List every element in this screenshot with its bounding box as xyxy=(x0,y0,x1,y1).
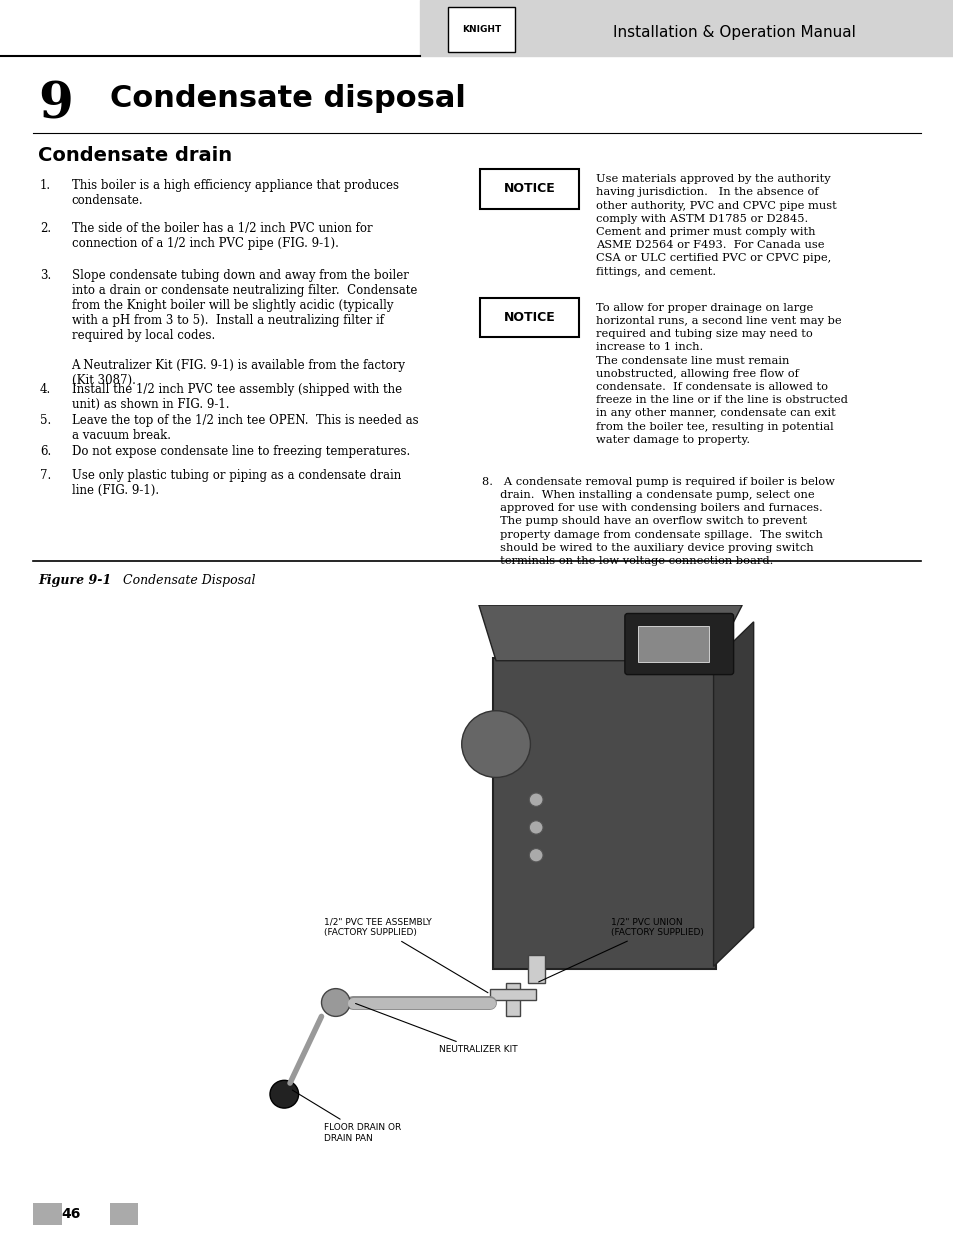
Text: 1/2" PVC UNION
(FACTORY SUPPLIED): 1/2" PVC UNION (FACTORY SUPPLIED) xyxy=(538,918,702,982)
Text: Installation & Operation Manual: Installation & Operation Manual xyxy=(613,25,855,40)
Circle shape xyxy=(461,710,530,778)
Circle shape xyxy=(529,793,542,806)
Text: The condensate line must remain
unobstructed, allowing free flow of
condensate. : The condensate line must remain unobstru… xyxy=(596,356,847,445)
Polygon shape xyxy=(478,605,741,661)
Circle shape xyxy=(529,848,542,862)
Bar xyxy=(110,1203,138,1225)
Text: 8.   A condensate removal pump is required if boiler is below
     drain.  When : 8. A condensate removal pump is required… xyxy=(481,477,834,566)
Text: NEUTRALIZER KIT: NEUTRALIZER KIT xyxy=(355,1004,517,1055)
Text: To allow for proper drainage on large
horizontal runs, a second line vent may be: To allow for proper drainage on large ho… xyxy=(596,303,841,352)
Text: NOTICE: NOTICE xyxy=(503,183,555,195)
Circle shape xyxy=(270,1081,298,1108)
Text: 9: 9 xyxy=(38,80,72,130)
Text: Condensate Disposal: Condensate Disposal xyxy=(119,574,255,588)
Text: 5.: 5. xyxy=(40,414,51,427)
Ellipse shape xyxy=(321,988,350,1016)
Text: 1.: 1. xyxy=(40,179,51,193)
Bar xyxy=(506,983,519,1016)
FancyBboxPatch shape xyxy=(624,614,733,674)
Text: 4.: 4. xyxy=(40,383,51,396)
Text: Figure 9-1: Figure 9-1 xyxy=(38,574,112,588)
Bar xyxy=(448,7,515,52)
Text: Install the 1/2 inch PVC tee assembly (shipped with the
unit) as shown in FIG. 9: Install the 1/2 inch PVC tee assembly (s… xyxy=(71,383,401,411)
Text: Do not expose condensate line to freezing temperatures.: Do not expose condensate line to freezin… xyxy=(71,445,410,458)
Bar xyxy=(527,956,544,983)
Text: NOTICE: NOTICE xyxy=(503,311,555,324)
FancyBboxPatch shape xyxy=(479,169,578,209)
FancyBboxPatch shape xyxy=(493,658,716,969)
Text: This boiler is a high efficiency appliance that produces
condensate.: This boiler is a high efficiency applian… xyxy=(71,179,398,207)
Text: 2.: 2. xyxy=(40,222,51,236)
Text: Use materials approved by the authority
having jurisdiction.   In the absence of: Use materials approved by the authority … xyxy=(596,174,836,277)
Text: 46: 46 xyxy=(62,1207,81,1221)
Text: KNIGHT: KNIGHT xyxy=(461,25,501,35)
Text: Slope condensate tubing down and away from the boiler
into a drain or condensate: Slope condensate tubing down and away fr… xyxy=(71,269,416,388)
Text: Use only plastic tubing or piping as a condensate drain
line (FIG. 9-1).: Use only plastic tubing or piping as a c… xyxy=(71,469,400,498)
FancyBboxPatch shape xyxy=(638,626,708,662)
Text: Condensate disposal: Condensate disposal xyxy=(110,84,465,112)
Text: 6.: 6. xyxy=(40,445,51,458)
Text: The side of the boiler has a 1/2 inch PVC union for
connection of a 1/2 inch PVC: The side of the boiler has a 1/2 inch PV… xyxy=(71,222,372,251)
Bar xyxy=(419,0,953,56)
Circle shape xyxy=(529,821,542,834)
Bar xyxy=(33,1203,62,1225)
Text: 7.: 7. xyxy=(40,469,51,483)
Text: 1/2" PVC TEE ASSEMBLY
(FACTORY SUPPLIED): 1/2" PVC TEE ASSEMBLY (FACTORY SUPPLIED) xyxy=(324,918,487,993)
Text: FLOOR DRAIN OR
DRAIN PAN: FLOOR DRAIN OR DRAIN PAN xyxy=(292,1091,401,1142)
Text: 3.: 3. xyxy=(40,269,51,283)
Text: Condensate drain: Condensate drain xyxy=(38,146,232,164)
Polygon shape xyxy=(713,622,753,966)
Text: Leave the top of the 1/2 inch tee OPEN.  This is needed as
a vacuum break.: Leave the top of the 1/2 inch tee OPEN. … xyxy=(71,414,417,442)
Bar xyxy=(490,988,536,1000)
FancyBboxPatch shape xyxy=(479,298,578,337)
